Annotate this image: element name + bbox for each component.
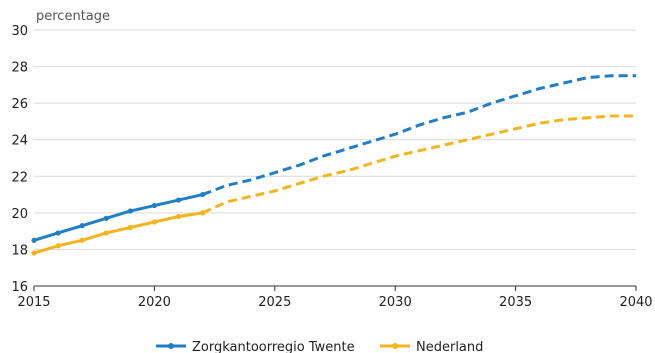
legend: Zorgkantoorregio Twente Nederland <box>156 340 483 353</box>
y-tick-label: 16 <box>11 280 28 295</box>
series-line-dashed-1 <box>201 114 636 215</box>
x-tick-label: 2020 <box>138 295 171 310</box>
y-tick-label: 28 <box>11 61 28 76</box>
y-tick-label: 30 <box>11 24 28 39</box>
data-point <box>103 230 109 236</box>
x-tick-label: 2040 <box>619 295 652 310</box>
legend-swatch-marker <box>168 343 174 349</box>
data-point <box>151 219 157 225</box>
y-tick-label: 18 <box>11 243 28 258</box>
series-lines <box>31 74 636 256</box>
data-point <box>79 237 85 243</box>
y-tick-label: 20 <box>11 207 28 222</box>
grid-lines <box>34 29 636 250</box>
axes: 16 18 20 22 24 26 28 30 2015 2020 2025 2030 2035 2040 <box>11 24 652 310</box>
x-tick-label: 2015 <box>17 295 50 310</box>
legend-swatch-marker <box>392 343 398 349</box>
x-tick-label: 2030 <box>379 295 412 310</box>
y-axis-title: percentage <box>36 9 110 24</box>
series-line-solid-0 <box>32 193 205 242</box>
data-point <box>175 197 182 203</box>
y-tick-label: 24 <box>11 134 28 149</box>
y-tick-label: 26 <box>11 97 28 112</box>
x-tick-label: 2025 <box>258 295 291 310</box>
series-line-dashed-0 <box>202 74 636 196</box>
series-line-solid-1 <box>32 211 205 255</box>
data-point <box>127 224 133 231</box>
data-point <box>55 243 61 249</box>
data-point <box>127 208 133 214</box>
legend-label: Zorgkantoorregio Twente <box>192 340 355 353</box>
data-point <box>175 213 182 220</box>
data-point <box>79 223 85 229</box>
data-point <box>199 191 206 198</box>
data-point <box>199 210 206 216</box>
y-tick-label: 22 <box>11 170 28 185</box>
data-point <box>31 250 37 256</box>
data-point <box>55 230 61 236</box>
data-point <box>151 202 157 209</box>
data-point <box>103 215 109 221</box>
data-point <box>31 237 37 243</box>
legend-label: Nederland <box>416 340 483 353</box>
x-tick-label: 2035 <box>499 295 532 310</box>
